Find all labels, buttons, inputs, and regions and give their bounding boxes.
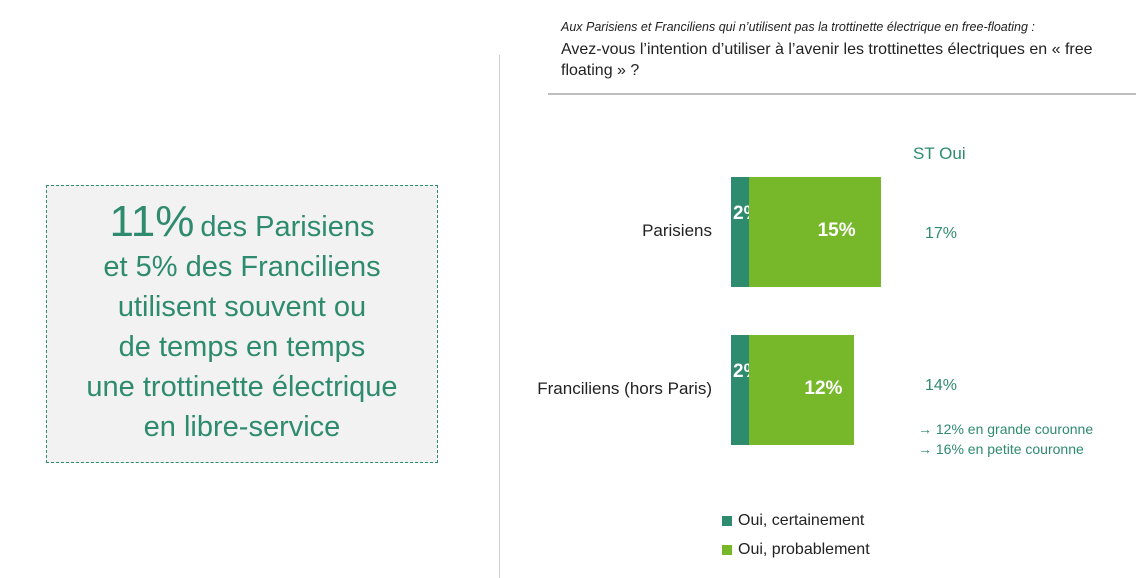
legend-label-probablement: Oui, probablement: [738, 541, 870, 558]
legend-item-certainement: Oui, certainement: [722, 512, 864, 530]
note-grande-couronne: → 12% en grande couronne: [918, 421, 1094, 437]
key-figure-callout: 11% des Parisiens et 5% des Franciliens u…: [46, 185, 438, 463]
bar-segment: [748, 177, 881, 287]
legend-swatch-probablement: [722, 545, 732, 555]
legend-label-certainement: Oui, certainement: [738, 512, 865, 529]
callout-big-figure: 11%: [109, 196, 195, 246]
callout-line-6: en libre-service: [143, 410, 341, 443]
vertical-divider: [499, 55, 500, 578]
category-label: Parisiens: [642, 221, 712, 240]
legend-item-probablement: Oui, probablement: [722, 541, 870, 559]
st-oui-value: 17%: [925, 225, 958, 242]
callout-line-1-text: des Parisiens: [200, 210, 375, 243]
legend-swatch-certainement: [722, 516, 732, 526]
callout-line-5: une trottinette électrique: [86, 370, 398, 403]
st-oui-value: 14%: [925, 377, 958, 394]
bar-segment: [731, 177, 749, 287]
category-label: Franciliens (hors Paris): [537, 379, 712, 398]
bar-value-label: 15%: [817, 220, 856, 241]
question-subtitle: Aux Parisiens et Franciliens qui n’utili…: [561, 20, 1035, 34]
question-underline: [548, 93, 1136, 95]
st-oui-header: ST Oui: [913, 144, 966, 163]
callout-line-1: 11% des Parisiens: [110, 199, 375, 247]
callout-line-2: et 5% des Franciliens: [103, 250, 381, 283]
bar-segment: [731, 335, 749, 445]
note-petite-couronne: → 16% en petite couronne: [918, 441, 1084, 457]
question-title: Avez-vous l’intention d’utiliser à l’ave…: [561, 41, 1093, 79]
callout-line-4: de temps en temps: [118, 330, 366, 363]
bar-segment: [748, 335, 855, 445]
callout-line-3: utilisent souvent ou: [117, 290, 367, 323]
bar-value-label: 12%: [804, 378, 843, 399]
